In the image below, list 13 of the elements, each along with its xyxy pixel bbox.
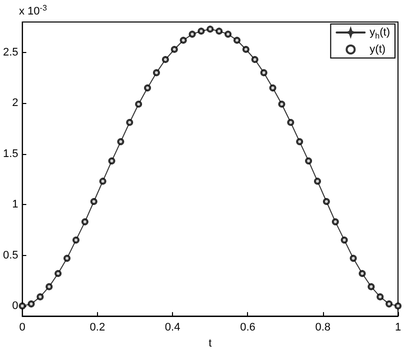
y-tick-label: 2.5 [2, 46, 18, 58]
legend-label: y(t) [370, 44, 386, 56]
y-tick-label: 2 [12, 97, 18, 110]
x-tick-label: 1 [394, 322, 402, 334]
y-tick-label: 1 [12, 198, 18, 211]
x-tick-label: 0.8 [315, 322, 331, 334]
y-tick-label: 0 [12, 300, 18, 312]
x-tick-label: 0.2 [90, 322, 106, 334]
x-tick-label: 0.6 [240, 322, 256, 334]
x-tick-label: 0.4 [164, 322, 180, 334]
y-tick-label: 1.5 [2, 148, 18, 160]
y-tick-label: 0.5 [2, 249, 18, 262]
x-axis-title: t [208, 338, 212, 350]
